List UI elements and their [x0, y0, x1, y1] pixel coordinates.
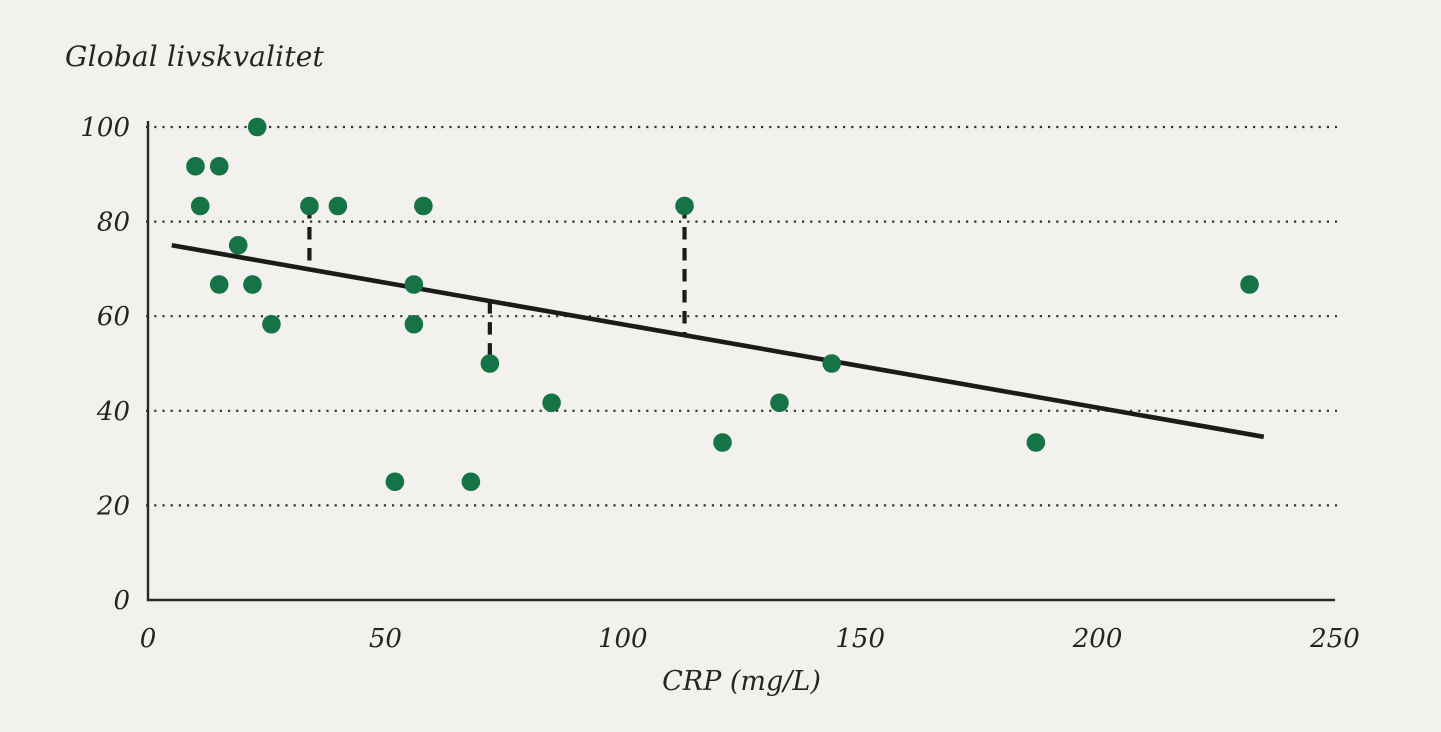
y-tick-label: 20 — [96, 491, 130, 521]
data-point — [228, 235, 248, 255]
x-tick-label: 100 — [598, 624, 648, 654]
chart-title: Global livskvalitet — [65, 40, 325, 73]
data-point — [300, 196, 319, 216]
x-tick-label: 200 — [1072, 624, 1123, 654]
x-tick-label: 150 — [835, 624, 885, 654]
data-point — [243, 275, 262, 294]
data-point — [209, 156, 229, 176]
x-tick-label: 250 — [1309, 624, 1360, 654]
y-tick-label: 80 — [97, 208, 130, 238]
y-tick-label: 100 — [80, 113, 130, 143]
data-point — [247, 117, 267, 137]
data-point — [822, 354, 842, 373]
data-point — [480, 354, 500, 373]
data-point — [385, 472, 405, 492]
trend-line — [171, 242, 1265, 440]
y-tick-label: 0 — [113, 586, 130, 616]
data-point — [404, 314, 424, 334]
y-tick-label: 60 — [97, 302, 130, 332]
x-tick-label: 0 — [140, 624, 157, 654]
data-point — [186, 156, 205, 176]
data-point — [190, 196, 210, 216]
data-point — [414, 196, 433, 216]
data-point — [542, 393, 561, 413]
data-point — [461, 472, 481, 492]
x-tick-label: 50 — [369, 624, 402, 654]
data-point — [404, 275, 424, 294]
data-point — [328, 196, 348, 216]
data-point — [713, 433, 732, 452]
data-point — [1240, 275, 1259, 294]
data-point — [1026, 433, 1046, 452]
x-axis-title: CRP (mg/L) — [662, 666, 821, 697]
data-point — [209, 275, 229, 294]
data-point — [770, 393, 789, 413]
data-point — [675, 196, 694, 216]
data-point — [262, 314, 281, 334]
y-tick-label: 40 — [96, 397, 130, 427]
